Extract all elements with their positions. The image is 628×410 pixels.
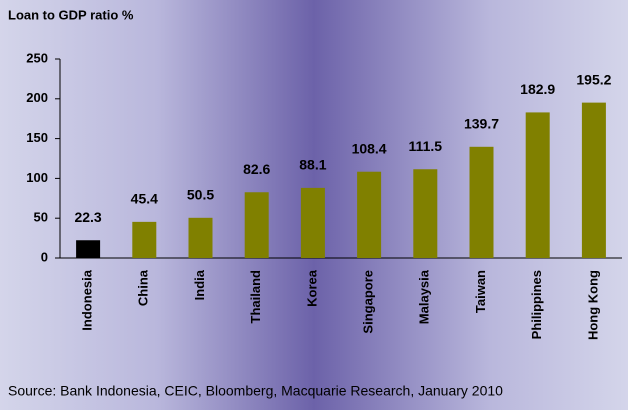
bar	[132, 221, 157, 258]
data-label: 111.5	[409, 138, 443, 154]
bar	[469, 146, 494, 258]
data-label: 50.5	[187, 187, 214, 203]
x-tick-label: India	[192, 269, 207, 300]
y-tick-label: 200	[26, 90, 48, 105]
x-tick-label: China	[136, 269, 151, 306]
data-label: 195.2	[576, 71, 611, 87]
data-label: 182.9	[520, 81, 555, 97]
y-tick-label: 50	[34, 210, 48, 225]
data-label: 139.7	[464, 116, 499, 132]
data-label: 108.4	[352, 140, 387, 156]
x-tick-label: Taiwan	[473, 270, 488, 313]
bar	[357, 171, 382, 258]
x-tick-label: Malaysia	[417, 269, 432, 324]
bar	[525, 112, 550, 259]
data-label: 45.4	[131, 191, 158, 207]
bar	[300, 187, 325, 258]
x-tick-label: Philippines	[529, 270, 544, 339]
data-label: 22.3	[74, 209, 101, 225]
bar	[188, 217, 213, 258]
y-tick-label: 100	[26, 170, 48, 185]
source-note: Source: Bank Indonesia, CEIC, Bloomberg,…	[8, 383, 503, 399]
x-tick-label: Singapore	[361, 270, 376, 334]
x-tick-label: Korea	[304, 269, 319, 307]
data-label: 88.1	[299, 157, 326, 173]
bar	[76, 240, 101, 258]
y-axis-label: Loan to GDP ratio %	[8, 7, 134, 22]
bar	[581, 102, 606, 259]
x-tick-label: Thailand	[248, 270, 263, 324]
data-label: 82.6	[243, 161, 270, 177]
y-tick-label: 0	[41, 249, 48, 264]
y-tick-label: 150	[26, 130, 48, 145]
x-tick-label: Hong Kong	[585, 270, 600, 340]
bar	[244, 192, 269, 258]
x-tick-label: Indonesia	[80, 269, 95, 330]
bar	[413, 169, 438, 258]
y-tick-label: 250	[26, 50, 48, 65]
